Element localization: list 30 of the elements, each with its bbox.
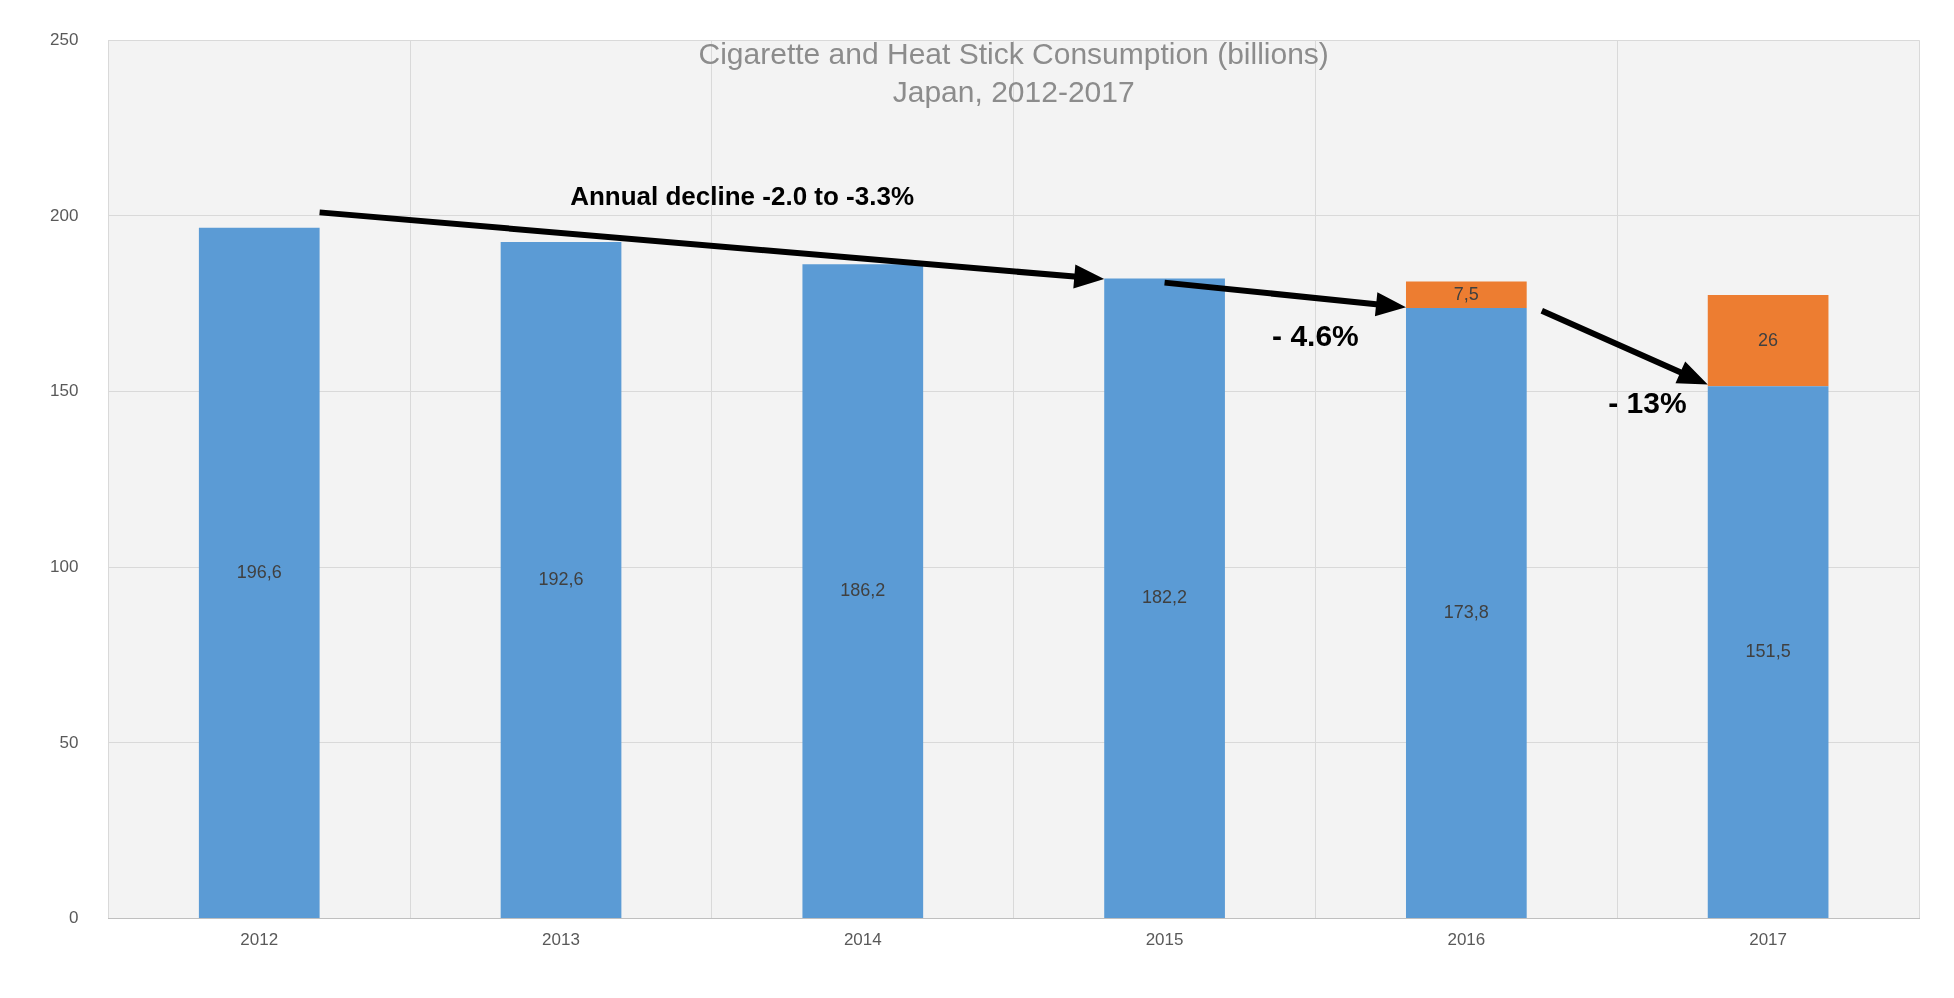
bar bbox=[500, 241, 622, 919]
annotation: - 13% bbox=[1608, 385, 1687, 419]
chart-title: Cigarette and Heat Stick Consumption (billions) bbox=[698, 37, 1329, 71]
data-label: 186,2 bbox=[840, 580, 886, 601]
text: Japan, 2012-2017 bbox=[892, 75, 1135, 109]
y-tick-label: 0 bbox=[68, 908, 79, 928]
bar bbox=[198, 227, 320, 919]
data-label: 151,5 bbox=[1745, 641, 1791, 662]
annotation: Annual decline -2.0 to -3.3% bbox=[570, 181, 915, 212]
y-tick-label: 100 bbox=[49, 556, 79, 576]
x-tick-label: 2017 bbox=[1749, 930, 1788, 950]
x-tick-label: 2014 bbox=[843, 930, 882, 950]
data-label: 7,5 bbox=[1453, 283, 1479, 304]
annotation: - 4.6% bbox=[1272, 318, 1359, 352]
y-tick-label: 50 bbox=[59, 732, 79, 752]
y-tick-label: 150 bbox=[49, 381, 79, 401]
y-tick-label: 200 bbox=[49, 205, 79, 225]
y-tick-label: 250 bbox=[49, 29, 79, 49]
x-tick-label: 2012 bbox=[240, 930, 279, 950]
data-label: 196,6 bbox=[236, 561, 282, 582]
data-label: 173,8 bbox=[1443, 601, 1489, 622]
x-tick-label: 2015 bbox=[1145, 930, 1184, 950]
data-label: 192,6 bbox=[538, 568, 584, 589]
x-tick-label: 2013 bbox=[542, 930, 580, 950]
data-label: 182,2 bbox=[1142, 587, 1188, 608]
bar bbox=[1707, 386, 1829, 919]
data-label: 26 bbox=[1758, 329, 1779, 350]
bar bbox=[1405, 307, 1527, 919]
x-tick-label: 2016 bbox=[1447, 930, 1486, 950]
bar bbox=[802, 264, 924, 919]
